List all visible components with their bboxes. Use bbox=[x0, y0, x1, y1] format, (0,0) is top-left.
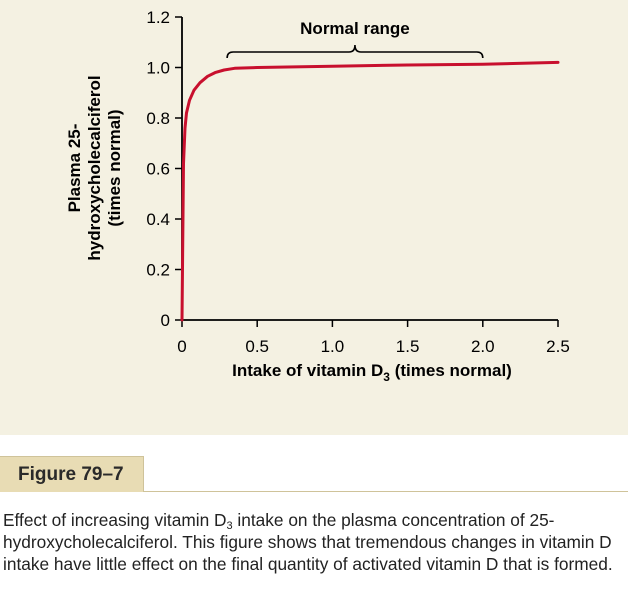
figure-panel: 0 0.2 0.4 0.6 0.8 1.0 1.2 0 0.5 1.0 1.5 2.0 2.5 Norm… bbox=[0, 0, 628, 435]
x-tick-label: 2.0 bbox=[471, 337, 495, 356]
y-axis-label-line-3: (times normal) bbox=[105, 109, 124, 226]
series-line bbox=[180, 60, 560, 322]
figure-caption: Effect of increasing vitamin D3 intake o… bbox=[3, 509, 625, 575]
y-tick-label: 0 bbox=[161, 311, 170, 330]
chart: 0 0.2 0.4 0.6 0.8 1.0 1.2 0 0.5 1.0 1.5 2.0 2.5 Norm… bbox=[65, 8, 570, 384]
y-tick-label: 1.2 bbox=[146, 8, 170, 27]
caption-divider bbox=[0, 491, 628, 492]
y-tick-label: 0.2 bbox=[146, 261, 170, 280]
x-tick-label: 1.5 bbox=[396, 337, 420, 356]
x-tick-label: 0.5 bbox=[245, 337, 269, 356]
y-tick-label: 1.0 bbox=[146, 59, 170, 78]
y-tick-label: 0.8 bbox=[146, 109, 170, 128]
normal-range-annotation: Normal range bbox=[226, 19, 484, 59]
figure-number-tab: Figure 79–7 bbox=[0, 456, 144, 492]
y-axis-label: Plasma 25- hydroxycholecalciferol (times… bbox=[65, 75, 124, 260]
axes: 0 0.2 0.4 0.6 0.8 1.0 1.2 0 0.5 1.0 1.5 2.0 2.5 bbox=[146, 8, 569, 356]
x-tick-label: 1.0 bbox=[321, 337, 345, 356]
y-axis-label-line-2: hydroxycholecalciferol bbox=[85, 75, 104, 260]
caption-subscript: 3 bbox=[226, 520, 233, 532]
x-tick-label: 0 bbox=[177, 337, 186, 356]
caption-text-start: Effect of increasing vitamin D bbox=[3, 510, 227, 530]
y-tick-label: 0.4 bbox=[146, 210, 170, 229]
caption-text-end: intake on the plasma concentration of 25… bbox=[3, 510, 613, 574]
x-axis-label: Intake of vitamin D3 (times normal) bbox=[232, 361, 512, 384]
normal-range-label: Normal range bbox=[300, 19, 410, 38]
x-tick-label: 2.5 bbox=[546, 337, 570, 356]
y-tick-label: 0.6 bbox=[146, 160, 170, 179]
normal-range-bracket bbox=[226, 44, 484, 59]
y-axis-label-line-1: Plasma 25- bbox=[65, 124, 84, 213]
series bbox=[180, 60, 560, 322]
